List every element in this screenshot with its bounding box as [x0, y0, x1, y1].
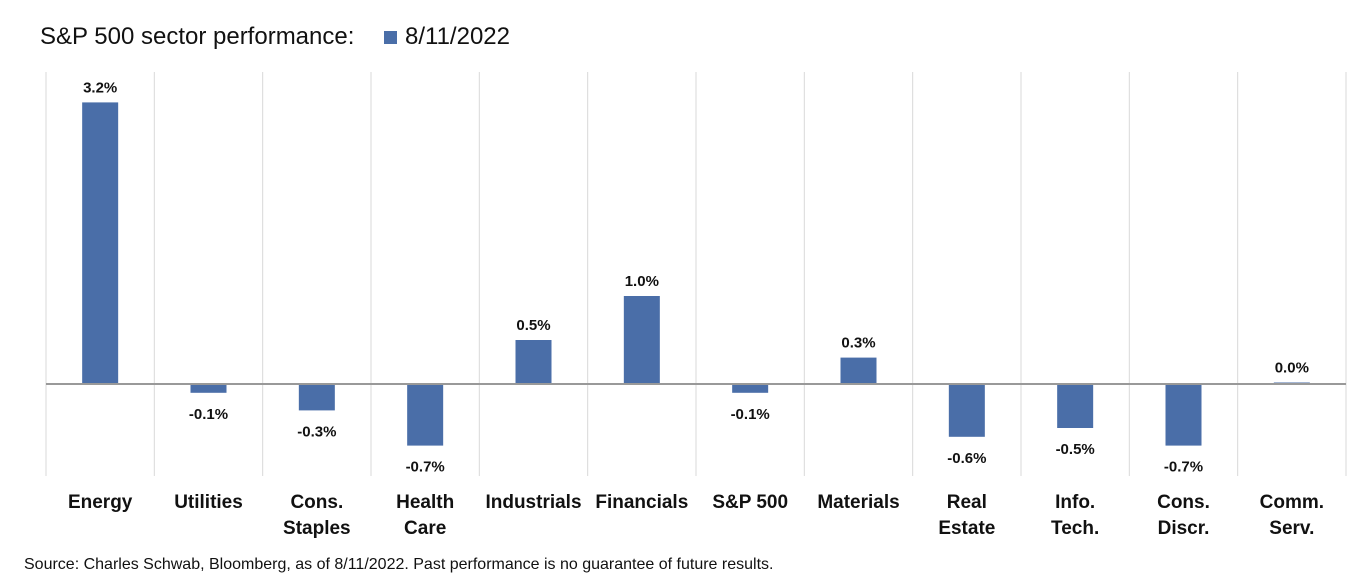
bar — [623, 296, 660, 384]
category-label: Tech. — [1051, 518, 1099, 539]
category-label: Estate — [938, 518, 995, 539]
data-label: 0.3% — [841, 335, 875, 352]
data-label: 1.0% — [625, 273, 659, 290]
data-label: -0.1% — [189, 406, 228, 423]
category-label: Energy — [68, 492, 133, 513]
category-label: Staples — [283, 518, 351, 539]
data-label: -0.6% — [947, 450, 986, 467]
category-label: Financials — [595, 492, 688, 513]
category-label: Cons. — [290, 492, 343, 513]
bar — [515, 340, 552, 384]
bar — [190, 384, 227, 393]
bar — [1057, 384, 1094, 428]
category-label: Industrials — [485, 492, 581, 513]
chart-title: S&P 500 sector performance: — [40, 23, 355, 50]
bar — [82, 102, 119, 385]
data-label: 0.5% — [516, 317, 550, 334]
category-label: Info. — [1055, 492, 1095, 513]
bar — [840, 357, 877, 384]
data-label: 0.0% — [1275, 360, 1309, 377]
legend: 8/11/2022 — [384, 20, 510, 54]
source-note: Source: Charles Schwab, Bloomberg, as of… — [24, 556, 774, 573]
category-label: Care — [404, 518, 446, 539]
data-label: -0.5% — [1056, 441, 1095, 458]
bar — [732, 384, 769, 393]
category-label: Serv. — [1269, 518, 1314, 539]
data-label: 3.2% — [83, 79, 117, 96]
category-label: Real — [947, 492, 987, 513]
bar — [948, 384, 985, 437]
data-label: -0.1% — [731, 406, 770, 423]
bar — [1165, 384, 1202, 446]
category-label: Utilities — [174, 492, 243, 513]
category-label: Cons. — [1157, 492, 1210, 513]
legend-swatch — [384, 30, 397, 44]
data-label: -0.3% — [297, 423, 336, 440]
bar — [298, 384, 335, 411]
category-label: Health — [396, 492, 454, 513]
category-label: Discr. — [1158, 518, 1210, 539]
data-label: -0.7% — [406, 459, 445, 476]
bar — [407, 384, 444, 446]
data-label: -0.7% — [1164, 459, 1203, 476]
category-label: Materials — [817, 492, 899, 513]
category-label: Comm. — [1260, 492, 1324, 513]
category-label: S&P 500 — [712, 492, 788, 513]
legend-label: 8/11/2022 — [405, 23, 510, 50]
